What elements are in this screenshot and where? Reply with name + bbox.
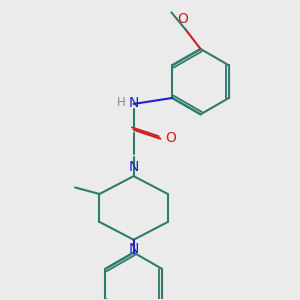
- Text: O: O: [177, 12, 188, 26]
- Text: H: H: [117, 96, 125, 109]
- Text: N: N: [128, 96, 139, 110]
- Text: N: N: [129, 242, 140, 256]
- Text: N: N: [129, 160, 140, 174]
- Text: O: O: [165, 131, 176, 145]
